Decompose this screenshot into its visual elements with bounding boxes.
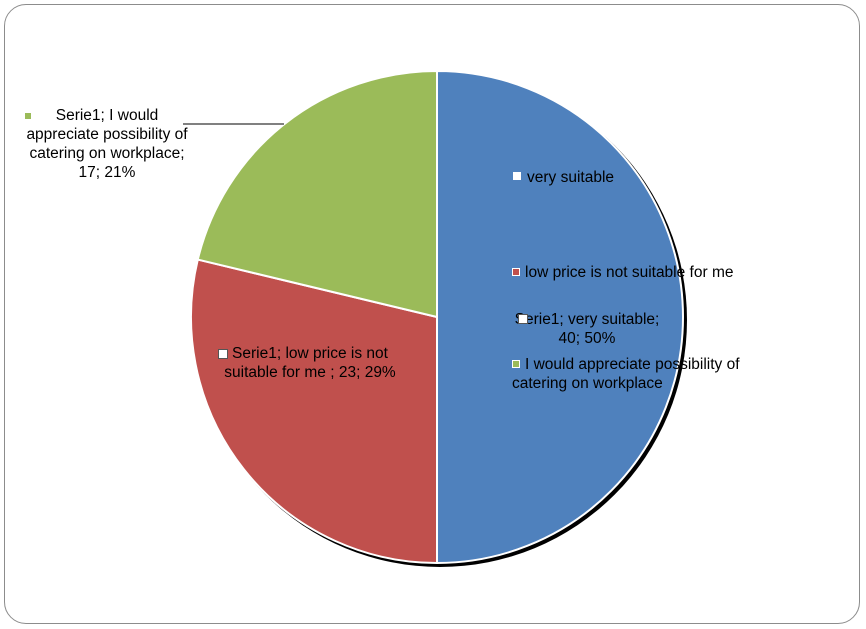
data-label-green: Serie1; I would appreciate possibility o… [22, 106, 192, 182]
pie-slices [190, 69, 687, 567]
data-label-marker-blue [518, 314, 528, 324]
data-label-text-red: Serie1; low price is not suitable for me… [224, 345, 396, 381]
legend-label: very suitable [527, 169, 615, 186]
pie-slice-catering [196, 69, 438, 319]
legend-item-very-suitable: very suitable [512, 168, 672, 187]
pie-slice-low-price [190, 258, 438, 565]
legend-item-catering: I would appreciate possibility of cateri… [512, 355, 784, 393]
data-label-marker-red [218, 349, 228, 359]
legend-marker-blue [512, 171, 522, 181]
legend-label: low price is not suitable for me [525, 264, 734, 281]
legend-marker-red [512, 268, 520, 276]
legend-item-low-price: low price is not suitable for me [512, 263, 782, 282]
data-label-blue: Serie1; very suitable; 40; 50% [512, 310, 662, 348]
data-label-text-green: Serie1; I would appreciate possibility o… [26, 107, 188, 181]
pie-slice-very-suitable [436, 69, 684, 565]
data-label-red: Serie1; low price is not suitable for me… [210, 344, 410, 382]
legend-marker-green [512, 360, 520, 368]
data-label-marker-green [24, 112, 32, 120]
data-label-text-blue: Serie1; very suitable; 40; 50% [514, 311, 660, 347]
legend-label: I would appreciate possibility of cateri… [512, 356, 740, 392]
